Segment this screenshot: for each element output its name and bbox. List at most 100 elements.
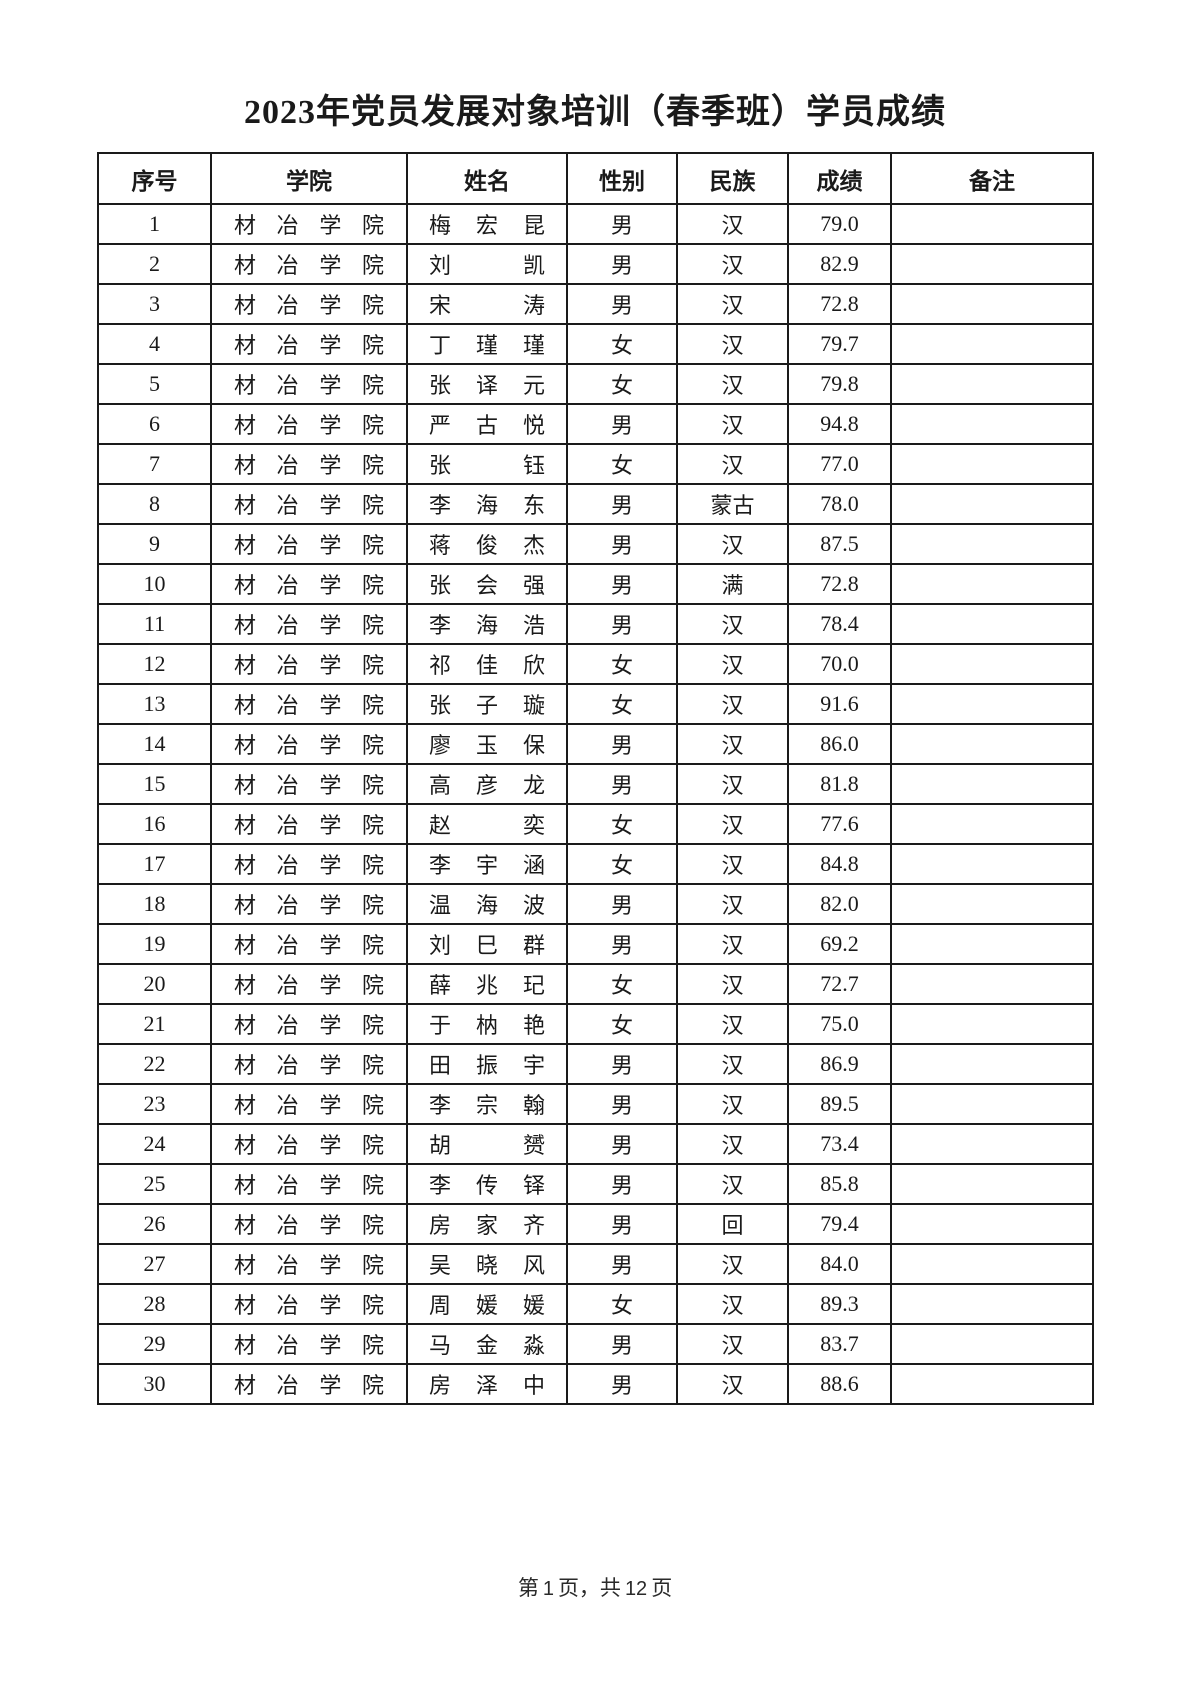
college-text: 材冶学院 (234, 973, 384, 998)
cell-gender: 男 (566, 923, 678, 965)
table-row: 14 材冶学院 廖玉保男汉 86.0 (97, 723, 1094, 765)
footer-page-number: 1 (542, 1578, 554, 1600)
college-text: 材冶学院 (234, 893, 384, 918)
cell-remark (890, 403, 1094, 445)
cell-ethnicity: 汉 (676, 1243, 789, 1285)
cell-college: 材冶学院 (210, 203, 408, 245)
cell-remark (890, 1363, 1094, 1405)
cell-name: 赵奕 (406, 803, 568, 845)
cell-ethnicity: 汉 (676, 683, 789, 725)
name-text: 廖玉保 (429, 733, 545, 758)
cell-name: 高彦龙 (406, 763, 568, 805)
name-text: 梅宏昆 (429, 213, 545, 238)
college-text: 材冶学院 (234, 1173, 384, 1198)
college-text: 材冶学院 (234, 693, 384, 718)
cell-no: 2 (97, 243, 212, 285)
cell-gender: 男 (566, 883, 678, 925)
cell-remark (890, 523, 1094, 565)
table-row: 30 材冶学院 房泽中男汉 88.6 (97, 1363, 1094, 1405)
footer-total-pages: 12 (624, 1578, 648, 1600)
cell-no: 24 (97, 1123, 212, 1165)
cell-college: 材冶学院 (210, 1123, 408, 1165)
cell-gender: 男 (566, 563, 678, 605)
cell-ethnicity: 汉 (676, 363, 789, 405)
cell-college: 材冶学院 (210, 803, 408, 845)
cell-remark (890, 963, 1094, 1005)
cell-score: 89.3 (787, 1283, 892, 1325)
name-text: 李海东 (429, 493, 545, 518)
cell-college: 材冶学院 (210, 1163, 408, 1205)
cell-score: 81.8 (787, 763, 892, 805)
cell-ethnicity: 蒙古 (676, 483, 789, 525)
cell-ethnicity: 汉 (676, 603, 789, 645)
table-row: 6 材冶学院 严古悦男汉 94.8 (97, 403, 1094, 445)
college-text: 材冶学院 (234, 1013, 384, 1038)
cell-remark (890, 803, 1094, 845)
cell-no: 1 (97, 203, 212, 245)
cell-college: 材冶学院 (210, 683, 408, 725)
cell-no: 27 (97, 1243, 212, 1285)
cell-score: 79.4 (787, 1203, 892, 1245)
cell-gender: 女 (566, 443, 678, 485)
cell-no: 15 (97, 763, 212, 805)
cell-score: 82.9 (787, 243, 892, 285)
college-text: 材冶学院 (234, 773, 384, 798)
cell-name: 丁瑾瑾 (406, 323, 568, 365)
cell-remark (890, 1323, 1094, 1365)
cell-gender: 女 (566, 643, 678, 685)
cell-remark (890, 923, 1094, 965)
footer-label-suffix: 页 (651, 1576, 673, 1600)
cell-college: 材冶学院 (210, 763, 408, 805)
table-row: 9 材冶学院 蒋俊杰男汉 87.5 (97, 523, 1094, 565)
cell-no: 16 (97, 803, 212, 845)
cell-gender: 女 (566, 843, 678, 885)
cell-remark (890, 603, 1094, 645)
cell-ethnicity: 汉 (676, 403, 789, 445)
table-header-row: 序号 学院 姓名 性别 民族 成绩 备注 (97, 152, 1094, 205)
cell-name: 李传铎 (406, 1163, 568, 1205)
cell-no: 13 (97, 683, 212, 725)
cell-no: 17 (97, 843, 212, 885)
name-text: 高彦龙 (429, 773, 545, 798)
table-row: 22 材冶学院 田振宇男汉 86.9 (97, 1043, 1094, 1085)
name-text: 李宗翰 (429, 1093, 545, 1118)
cell-score: 88.6 (787, 1363, 892, 1405)
cell-remark (890, 443, 1094, 485)
table-row: 21 材冶学院 于枘艳女汉 75.0 (97, 1003, 1094, 1045)
cell-no: 25 (97, 1163, 212, 1205)
table-row: 20 材冶学院 薛兆玘女汉 72.7 (97, 963, 1094, 1005)
cell-gender: 男 (566, 1363, 678, 1405)
name-text: 李宇涵 (429, 853, 545, 878)
college-text: 材冶学院 (234, 293, 384, 318)
cell-gender: 男 (566, 1123, 678, 1165)
table-row: 1 材冶学院 梅宏昆男汉 79.0 (97, 203, 1094, 245)
cell-no: 4 (97, 323, 212, 365)
college-text: 材冶学院 (234, 413, 384, 438)
cell-score: 78.0 (787, 483, 892, 525)
column-header-ethnicity: 民族 (676, 152, 789, 205)
cell-college: 材冶学院 (210, 923, 408, 965)
cell-college: 材冶学院 (210, 323, 408, 365)
cell-no: 11 (97, 603, 212, 645)
cell-score: 75.0 (787, 1003, 892, 1045)
cell-no: 23 (97, 1083, 212, 1125)
column-header-name: 姓名 (406, 152, 568, 205)
cell-name: 李宗翰 (406, 1083, 568, 1125)
name-text: 丁瑾瑾 (429, 333, 545, 358)
table-body: 1 材冶学院 梅宏昆男汉 79.0 2 材冶学院 刘凯男汉 82.9 3 材冶学院 宋涛男汉 72.8… (97, 203, 1094, 1405)
cell-name: 张译元 (406, 363, 568, 405)
cell-ethnicity: 汉 (676, 723, 789, 765)
cell-no: 19 (97, 923, 212, 965)
name-text: 李传铎 (429, 1173, 545, 1198)
cell-college: 材冶学院 (210, 883, 408, 925)
cell-score: 91.6 (787, 683, 892, 725)
name-text: 严古悦 (429, 413, 545, 438)
cell-no: 7 (97, 443, 212, 485)
cell-ethnicity: 汉 (676, 1123, 789, 1165)
cell-name: 于枘艳 (406, 1003, 568, 1045)
cell-college: 材冶学院 (210, 363, 408, 405)
name-text: 李海浩 (429, 613, 545, 638)
cell-remark (890, 243, 1094, 285)
cell-no: 30 (97, 1363, 212, 1405)
column-header-score: 成绩 (787, 152, 892, 205)
